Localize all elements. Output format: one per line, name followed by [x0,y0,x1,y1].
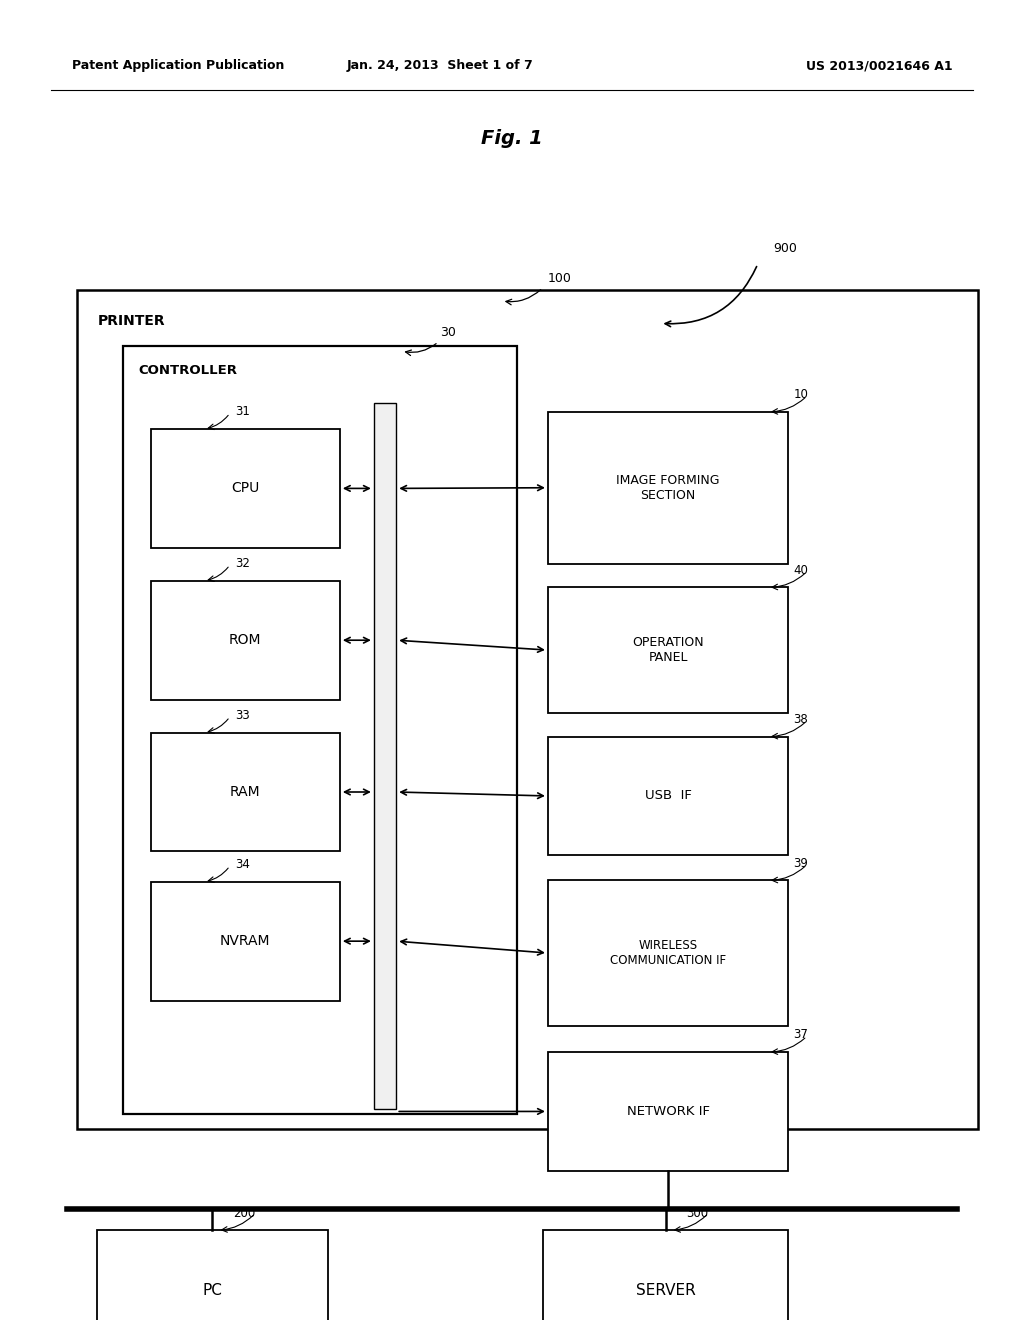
Text: 300: 300 [686,1206,709,1220]
Text: 10: 10 [794,388,809,401]
FancyBboxPatch shape [374,403,396,1109]
FancyBboxPatch shape [548,880,788,1026]
Text: 34: 34 [234,858,250,871]
Text: 40: 40 [794,564,809,577]
Text: Jan. 24, 2013  Sheet 1 of 7: Jan. 24, 2013 Sheet 1 of 7 [347,59,534,73]
Text: SERVER: SERVER [636,1283,695,1299]
Text: OPERATION
PANEL: OPERATION PANEL [633,636,703,664]
Text: 100: 100 [548,272,571,285]
FancyBboxPatch shape [151,429,340,548]
Text: RAM: RAM [230,785,260,799]
Text: CONTROLLER: CONTROLLER [138,364,238,378]
FancyBboxPatch shape [151,882,340,1001]
Text: US 2013/0021646 A1: US 2013/0021646 A1 [806,59,952,73]
FancyBboxPatch shape [151,581,340,700]
Text: 30: 30 [440,326,457,339]
FancyBboxPatch shape [543,1230,788,1320]
FancyBboxPatch shape [97,1230,328,1320]
Text: Patent Application Publication: Patent Application Publication [72,59,284,73]
Text: USB  IF: USB IF [645,789,691,803]
Text: 900: 900 [773,242,797,255]
FancyBboxPatch shape [548,412,788,564]
Text: IMAGE FORMING
SECTION: IMAGE FORMING SECTION [616,474,720,502]
Text: 32: 32 [234,557,250,570]
Text: 39: 39 [794,857,809,870]
FancyBboxPatch shape [548,737,788,855]
Text: CPU: CPU [231,482,259,495]
Text: 33: 33 [234,709,250,722]
Text: Fig. 1: Fig. 1 [481,129,543,148]
Text: NVRAM: NVRAM [220,935,270,948]
Text: PRINTER: PRINTER [97,314,165,327]
FancyBboxPatch shape [151,733,340,851]
Text: 200: 200 [233,1206,255,1220]
FancyBboxPatch shape [77,290,978,1129]
FancyBboxPatch shape [123,346,517,1114]
Text: 31: 31 [234,405,250,418]
FancyBboxPatch shape [548,1052,788,1171]
Text: PC: PC [203,1283,222,1299]
Text: 38: 38 [794,713,808,726]
Text: WIRELESS
COMMUNICATION IF: WIRELESS COMMUNICATION IF [610,939,726,968]
Text: NETWORK IF: NETWORK IF [627,1105,710,1118]
Text: 37: 37 [794,1028,809,1041]
FancyBboxPatch shape [548,587,788,713]
Text: ROM: ROM [229,634,261,647]
